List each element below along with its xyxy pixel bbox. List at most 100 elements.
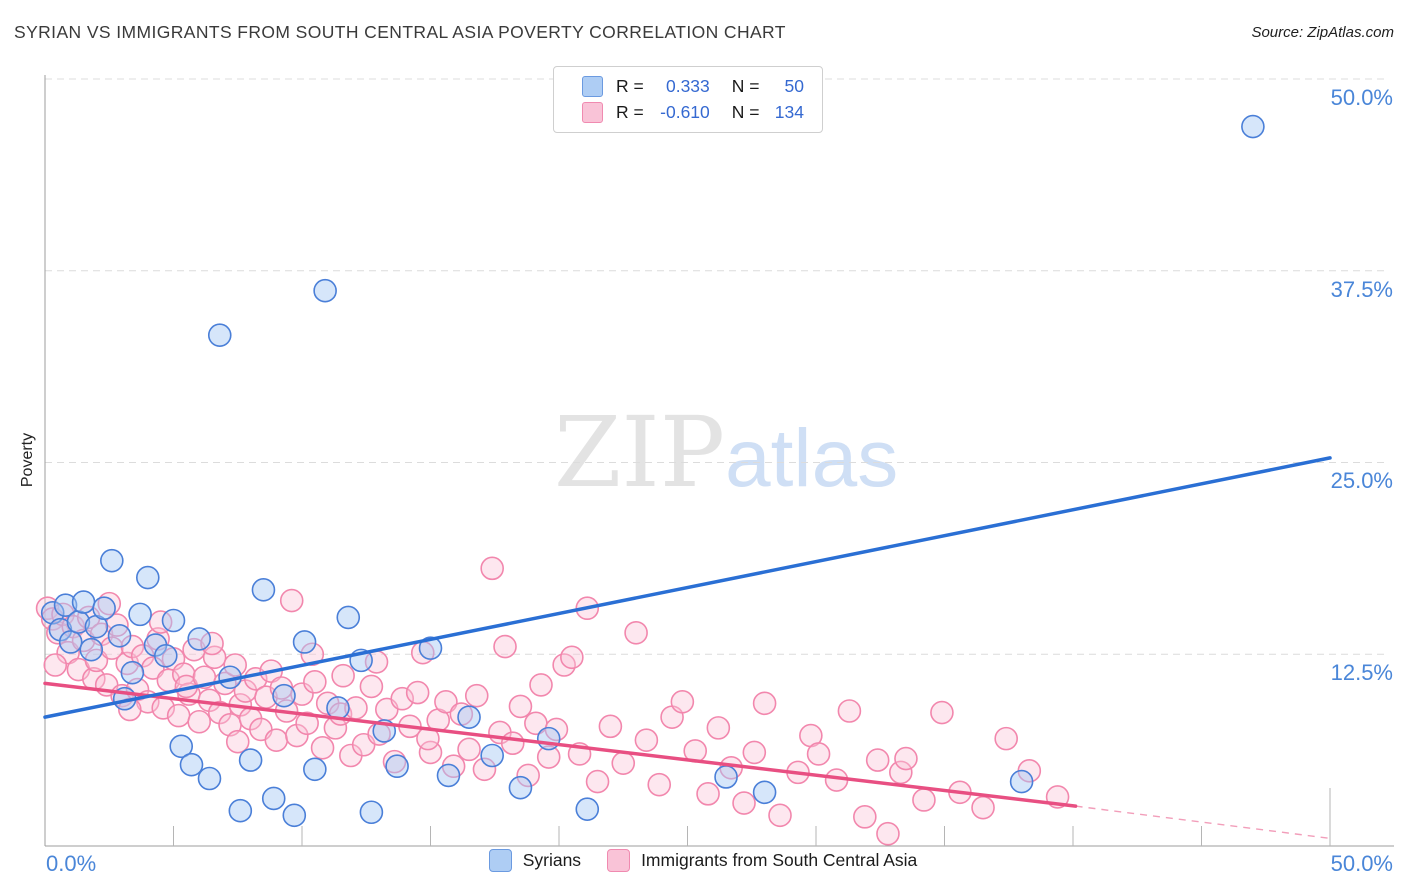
- n-label: N =: [731, 102, 760, 122]
- data-point: [585, 769, 610, 794]
- syrians-legend-swatch: [488, 849, 512, 872]
- data-point: [71, 590, 96, 614]
- zipatlas-watermark: ZIPatlas: [554, 396, 898, 509]
- data-point: [752, 780, 777, 805]
- data-point: [714, 765, 738, 789]
- r-label: R =: [616, 102, 644, 122]
- n-value-immigrants: 134: [774, 102, 804, 122]
- data-point: [1009, 769, 1034, 794]
- r-label: R =: [616, 76, 644, 96]
- data-point: [670, 690, 695, 714]
- n-value-syrians: 50: [784, 76, 804, 96]
- data-point: [120, 660, 145, 685]
- data-point: [464, 683, 489, 708]
- data-point: [472, 757, 497, 782]
- legend-item-immigrants: Immigrants from South Central Asia: [607, 849, 917, 872]
- data-point: [575, 797, 600, 821]
- data-point: [624, 620, 648, 645]
- data-point: [136, 565, 160, 590]
- x-tick-label-0: 0.0%: [46, 851, 97, 876]
- data-point: [434, 690, 458, 714]
- legend-row-immigrants: R = -0.610 N = 134: [582, 100, 804, 125]
- data-point: [560, 645, 584, 670]
- data-point: [303, 757, 327, 782]
- data-point: [310, 736, 335, 760]
- data-point: [457, 737, 481, 762]
- data-point: [313, 278, 337, 303]
- data-point: [732, 791, 756, 815]
- trend-line: [43, 681, 1078, 808]
- r-value-immigrants: -0.610: [660, 102, 710, 122]
- data-point: [100, 636, 124, 660]
- data-point: [508, 775, 533, 800]
- data-point: [300, 642, 325, 667]
- data-point: [187, 709, 211, 734]
- data-point: [303, 670, 327, 694]
- y-axis-label: Poverty: [19, 432, 36, 488]
- data-point: [261, 786, 286, 811]
- data-point: [837, 699, 862, 723]
- data-point: [516, 763, 540, 788]
- data-point: [169, 734, 194, 759]
- data-point: [894, 746, 918, 771]
- data-point: [1241, 114, 1265, 139]
- data-point: [544, 717, 569, 742]
- data-point: [647, 772, 672, 797]
- y-tick-label-37-5: 37.5%: [1330, 277, 1393, 302]
- data-point: [331, 663, 355, 688]
- data-point: [994, 726, 1018, 751]
- data-point: [508, 694, 533, 719]
- data-point: [295, 711, 319, 736]
- data-point: [865, 748, 890, 772]
- x-tick-label-50: 50.0%: [1330, 851, 1393, 876]
- data-point: [238, 748, 263, 772]
- data-point: [457, 705, 481, 729]
- y-tick-label-25: 25.0%: [1330, 468, 1393, 493]
- data-point: [128, 602, 152, 627]
- data-point: [251, 578, 276, 602]
- data-point: [58, 630, 83, 654]
- syrians-color-swatch: [582, 76, 603, 97]
- data-point: [264, 728, 289, 752]
- data-point: [272, 683, 296, 708]
- watermark-zip: ZIP: [554, 396, 725, 509]
- immigrants-color-swatch: [582, 102, 603, 123]
- data-point: [225, 729, 250, 754]
- data-point: [179, 752, 204, 777]
- series-legend: Syrians Immigrants from South Central As…: [0, 849, 1406, 872]
- data-point: [385, 754, 409, 779]
- data-point: [166, 703, 191, 728]
- data-point: [182, 637, 206, 662]
- data-point: [292, 630, 317, 654]
- data-point: [282, 803, 307, 828]
- data-point: [912, 788, 936, 812]
- r-value-syrians: 0.333: [665, 76, 710, 96]
- data-point: [529, 673, 553, 697]
- data-point: [536, 745, 561, 769]
- data-point: [536, 726, 561, 751]
- data-point: [768, 803, 792, 828]
- data-point: [930, 700, 954, 725]
- trend-line: [43, 456, 1332, 719]
- immigrants-legend-swatch: [607, 849, 631, 872]
- data-point: [806, 742, 831, 766]
- data-point: [889, 760, 913, 785]
- data-point: [84, 648, 109, 673]
- data-point: [696, 782, 720, 806]
- data-point: [390, 686, 415, 711]
- syrians-legend-label: Syrians: [522, 850, 582, 870]
- y-tick-label-12-5: 12.5%: [1330, 660, 1393, 685]
- immigrants-legend-label: Immigrants from South Central Asia: [641, 850, 918, 870]
- data-point: [876, 821, 900, 846]
- data-point: [207, 323, 232, 347]
- data-point: [359, 674, 384, 699]
- data-point: [100, 548, 124, 573]
- data-point: [480, 556, 504, 581]
- page-title: SYRIAN VS IMMIGRANTS FROM SOUTH CENTRAL …: [14, 22, 786, 42]
- data-point: [480, 743, 504, 768]
- data-point: [493, 634, 517, 659]
- data-point: [92, 596, 116, 621]
- data-point: [187, 627, 211, 651]
